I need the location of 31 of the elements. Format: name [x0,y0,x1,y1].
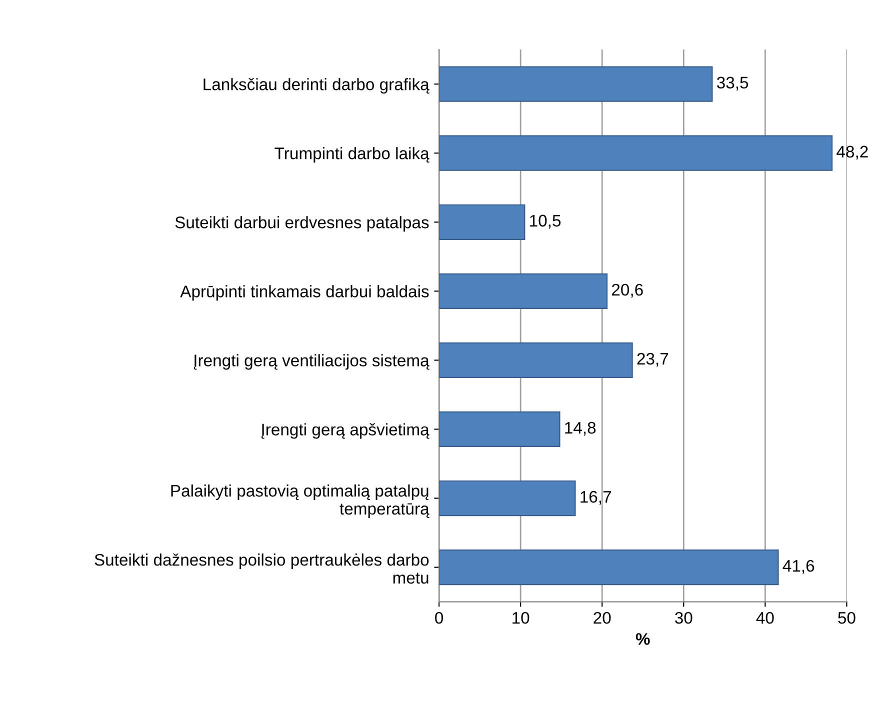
bar [439,342,633,378]
data-label: 10,5 [530,214,561,229]
x-tick-label: 20 [594,612,611,624]
bar [439,273,608,309]
y-tick-label: Įrengti gerą apšvietimą [261,423,430,439]
bar [439,411,560,448]
data-label: 23,7 [637,352,668,367]
bar [439,204,526,240]
y-tick-label: Trumpinti darbo laiką [274,147,430,163]
data-label: 14,8 [565,422,596,436]
x-tick-label: 10 [512,612,530,624]
bar [439,135,833,171]
y-tick-label: Suteikti dažnesnes poilsio pertraukėles darbo metu [94,553,429,584]
y-tick-label: Suteikti darbui erdvesnes patalpas [175,216,429,232]
y-tick-label: Palaikyti pastovią optimalią patalpų temperatūrą [171,484,430,518]
x-tick-label: 0 [435,612,444,624]
data-label: 41,6 [782,560,814,574]
x-axis-title: % [636,633,650,645]
data-label: 48,2 [836,146,868,160]
y-tick-label: Lanksčiau derinti darbo grafiką [204,78,430,94]
bar [439,66,713,102]
x-tick-label: 30 [675,612,692,624]
x-tick-label: 40 [756,612,774,624]
data-label: 16,7 [580,490,611,505]
x-tick-label: 50 [838,612,856,624]
bar [439,480,576,516]
y-tick-label: Įrengti gerą ventiliacijos sistemą [194,354,430,370]
y-tick-label: Aprūpinti tinkamais darbui baldais [180,285,429,301]
data-label: 20,6 [612,284,643,298]
data-label: 33,5 [716,76,748,91]
bar [439,549,779,586]
